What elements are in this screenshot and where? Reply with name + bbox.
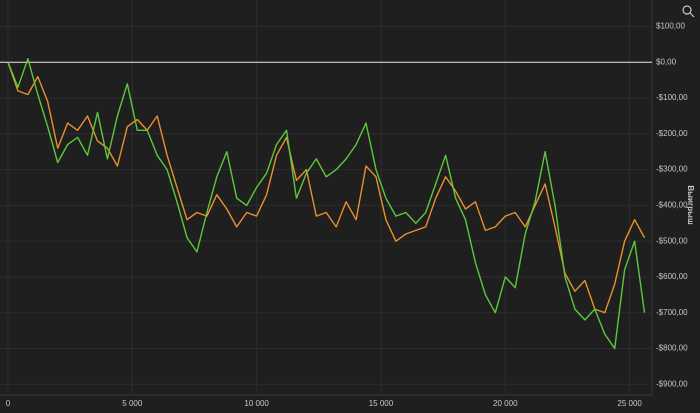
- x-tick-label: 15 000: [369, 399, 394, 408]
- series-line: [7, 62, 646, 314]
- y-tick-label: $0,00: [656, 57, 677, 66]
- y-tick-label: -$700,00: [656, 308, 688, 317]
- series-line: [7, 58, 646, 350]
- x-tick-label: 25 000: [617, 399, 642, 408]
- y-tick-label: -$500,00: [656, 236, 688, 245]
- y-tick-label: -$900,00: [656, 379, 688, 388]
- y-axis-label: Выигрыш: [686, 185, 695, 225]
- y-tick-label: -$200,00: [656, 129, 688, 138]
- x-tick-label: 0: [6, 399, 11, 408]
- y-tick-label: -$400,00: [656, 201, 688, 210]
- zoom-icon[interactable]: [682, 5, 695, 18]
- y-tick-label: $100,00: [656, 22, 685, 31]
- y-tick-label: -$300,00: [656, 165, 688, 174]
- y-tick-label: -$800,00: [656, 344, 688, 353]
- x-tick-label: 5 000: [122, 399, 143, 408]
- y-tick-label: -$600,00: [656, 272, 688, 281]
- x-tick-label: 10 000: [244, 399, 269, 408]
- y-tick-label: -$100,00: [656, 93, 688, 102]
- x-tick-label: 20 000: [493, 399, 518, 408]
